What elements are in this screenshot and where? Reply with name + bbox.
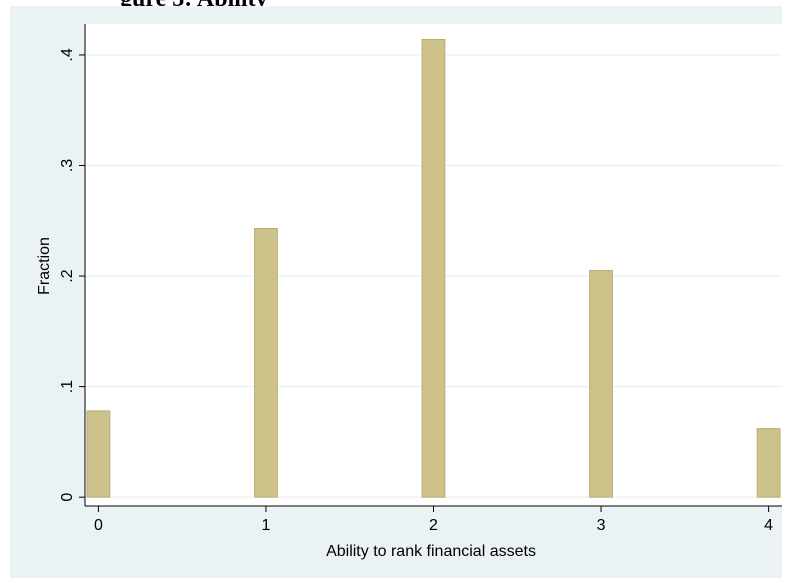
- x-tick-label: 3: [597, 517, 606, 534]
- y-tick-label: .4: [59, 48, 76, 61]
- x-tick-label: 0: [94, 517, 103, 534]
- y-tick-label: .3: [59, 159, 76, 172]
- x-tick-label: 1: [261, 517, 270, 534]
- y-tick-label: .2: [59, 269, 76, 282]
- x-axis-ticks: 0 1 2 3 4: [94, 506, 773, 534]
- y-tick-label: 0: [59, 493, 76, 502]
- y-tick-label: .1: [59, 380, 76, 393]
- bar: [254, 228, 278, 498]
- bar: [421, 38, 446, 498]
- x-tick-label: 4: [764, 517, 773, 534]
- bar: [589, 270, 613, 498]
- bar: [86, 410, 111, 498]
- y-axis-title: Fraction: [36, 237, 53, 295]
- x-tick-label: 2: [429, 517, 438, 534]
- y-axis-ticks: 0 .1 .2 .3 .4: [59, 48, 85, 502]
- bar: [756, 428, 781, 498]
- x-axis-title: Ability to rank financial assets: [326, 543, 536, 560]
- bars: [86, 38, 781, 498]
